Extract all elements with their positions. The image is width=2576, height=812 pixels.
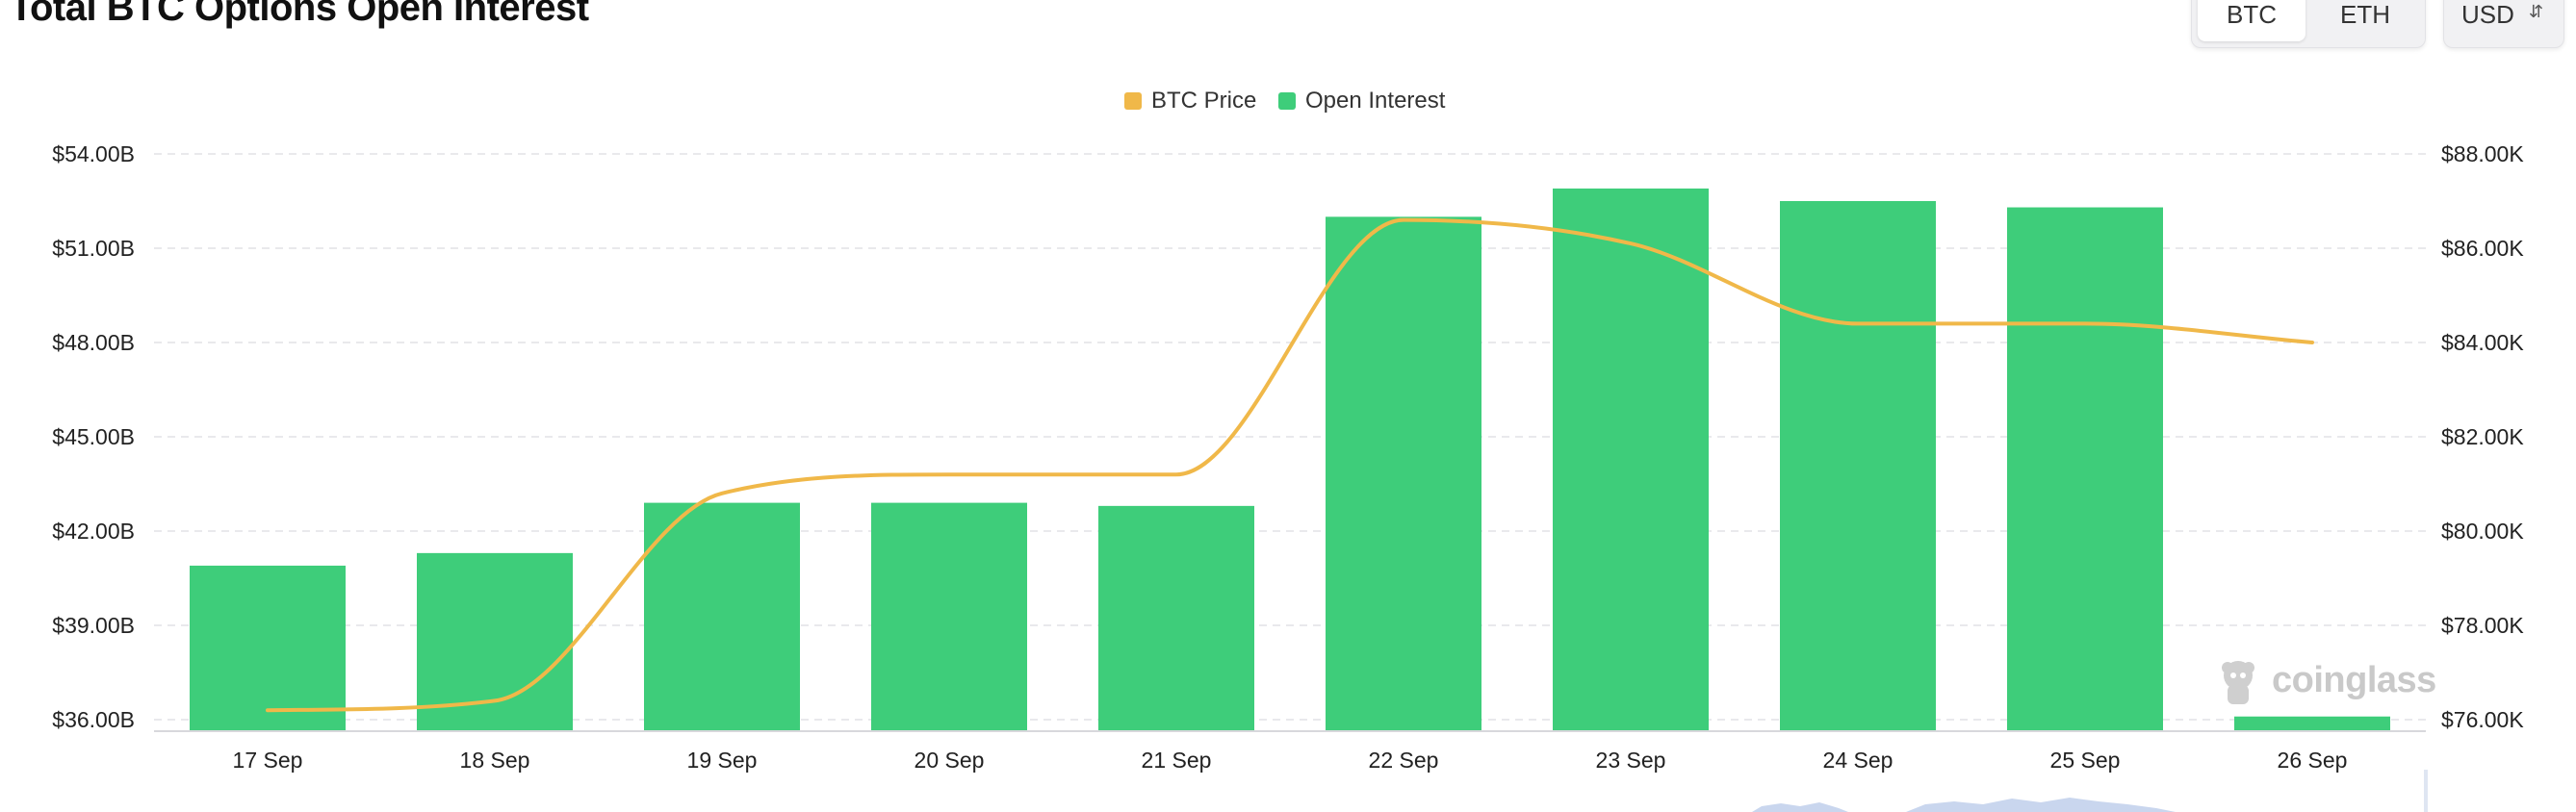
y-left-tick-label: $42.00B [52, 519, 135, 544]
legend-item-btc-price[interactable]: BTC Price [1124, 87, 1256, 115]
open-interest-bar [1098, 505, 1254, 731]
coinglass-watermark: coinglass [2214, 654, 2436, 712]
open-interest-bar [1326, 216, 1481, 732]
open-interest-bar [1553, 188, 1709, 731]
eth-toggle-button[interactable]: ETH [2340, 0, 2390, 29]
chevron-updown-icon: ⇵ [2529, 2, 2544, 21]
y-right-tick-label: $82.00K [2441, 424, 2524, 449]
x-tick-label: 23 Sep [1596, 748, 1666, 773]
open-interest-bar [1780, 201, 1936, 731]
legend-swatch-open-interest [1278, 92, 1296, 110]
y-left-tick-label: $36.00B [52, 707, 135, 732]
x-tick-label: 17 Sep [233, 748, 303, 773]
asset-toggle: BTC ETH [2191, 0, 2426, 48]
btc-price-line [266, 217, 2314, 713]
x-tick-label: 26 Sep [2278, 748, 2348, 773]
x-tick-label: 19 Sep [687, 748, 758, 773]
y-right-tick-label: $84.00K [2441, 330, 2524, 355]
chart-legend: BTC Price Open Interest [0, 87, 2576, 115]
x-tick-label: 20 Sep [914, 748, 985, 773]
y-left-tick-label: $48.00B [52, 330, 135, 355]
y-left-tick-label: $39.00B [52, 613, 135, 638]
x-tick-label: 22 Sep [1369, 748, 1439, 773]
open-interest-bar [2007, 207, 2163, 732]
range-selector-sparkline [1906, 798, 2176, 812]
y-right-tick-label: $88.00K [2441, 141, 2524, 166]
y-left-tick-label: $54.00B [52, 141, 135, 166]
btc-toggle-button[interactable]: BTC [2198, 0, 2306, 41]
legend-item-open-interest[interactable]: Open Interest [1278, 87, 1445, 115]
y-left-tick-label: $45.00B [52, 424, 135, 449]
x-tick-label: 24 Sep [1823, 748, 1893, 773]
y-right-tick-label: $78.00K [2441, 613, 2524, 638]
open-interest-bar [871, 502, 1027, 731]
x-tick-label: 18 Sep [460, 748, 530, 773]
range-selector-sparkline [1752, 802, 1848, 812]
y-right-tick-label: $76.00K [2441, 707, 2524, 732]
page-title: Total BTC Options Open Interest [10, 0, 589, 29]
watermark-text: coinglass [2272, 660, 2436, 700]
legend-label-open-interest: Open Interest [1305, 88, 1446, 114]
legend-swatch-btc-price [1124, 92, 1142, 110]
y-left-tick-label: $51.00B [52, 236, 135, 261]
x-tick-label: 21 Sep [1142, 748, 1212, 773]
legend-label-btc-price: BTC Price [1151, 88, 1257, 114]
unit-select[interactable]: USD ⇵ [2443, 0, 2564, 48]
open-interest-bar [644, 502, 800, 731]
open-interest-bar [2234, 716, 2390, 731]
unit-select-value: USD [2461, 0, 2514, 29]
x-tick-label: 25 Sep [2050, 748, 2121, 773]
coinglass-logo-icon [2222, 661, 2254, 704]
y-right-tick-label: $86.00K [2441, 236, 2524, 261]
y-right-tick-label: $80.00K [2441, 519, 2524, 544]
open-interest-bar [190, 565, 346, 731]
